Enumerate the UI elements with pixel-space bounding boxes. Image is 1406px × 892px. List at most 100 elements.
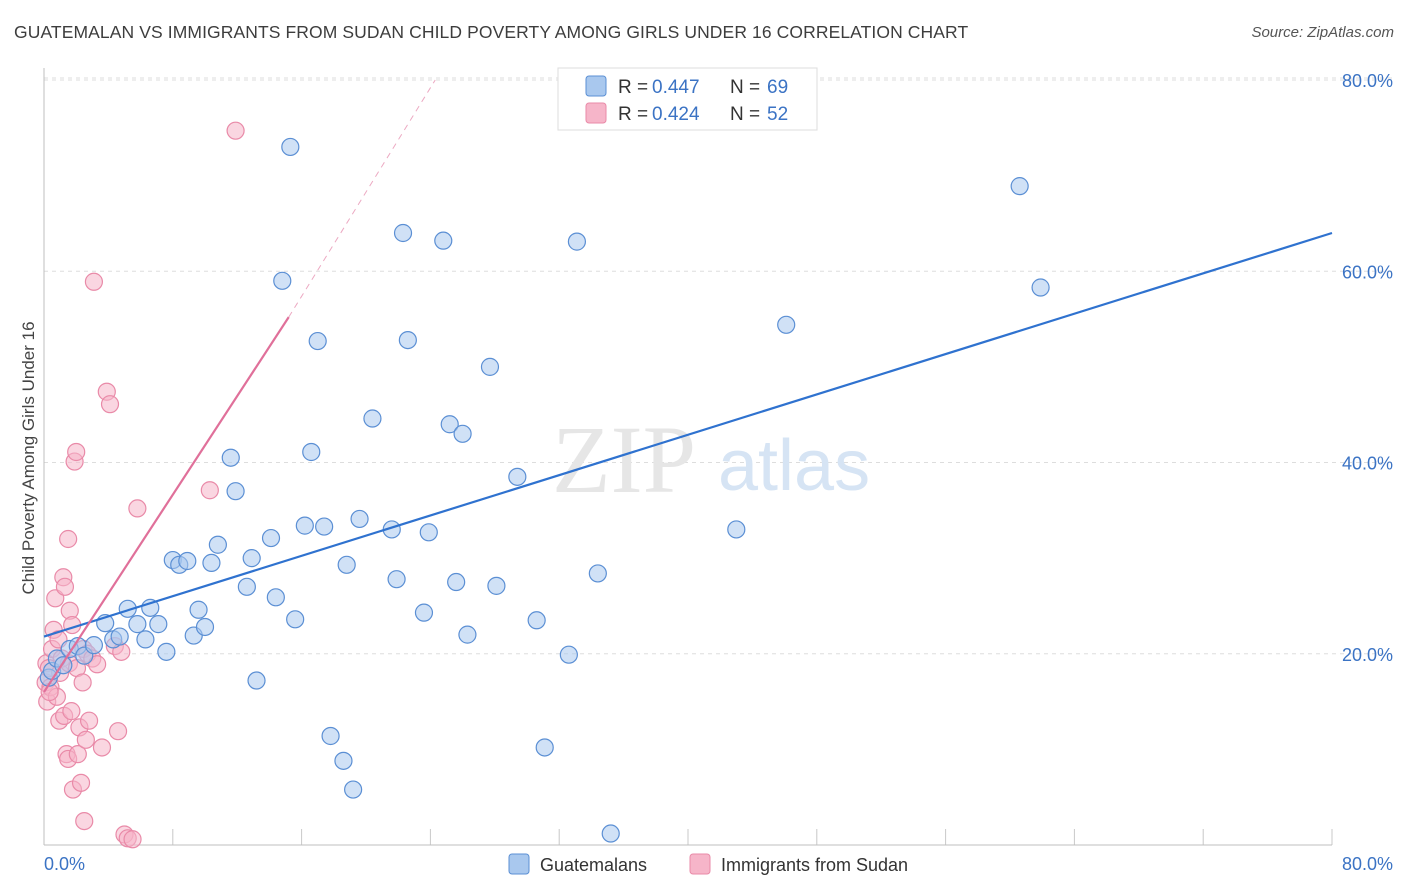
guatemalans-point — [440, 415, 459, 434]
source-label: Source: ZipAtlas.com — [1251, 24, 1394, 41]
sudan-point — [128, 499, 147, 518]
guatemalans-point — [508, 467, 527, 486]
legend-item-guatemalans-swatch — [508, 853, 530, 875]
guatemalans-point — [315, 517, 334, 536]
guatemalans-point — [157, 642, 176, 661]
sudan-point — [76, 730, 95, 749]
sudan-point — [75, 811, 94, 831]
guatemalans-point — [221, 448, 240, 467]
legend-n-label-pink: N = — [730, 104, 760, 125]
guatemalans-point — [398, 331, 417, 350]
legend-item-sudan-swatch — [689, 853, 711, 875]
trend-line-guatemalans — [43, 231, 1333, 638]
tick-labels: 20.0% 40.0% 60.0% 80.0% 0.0% 80.0% — [44, 71, 1393, 874]
guatemalans-point — [601, 824, 620, 843]
guatemalans-point — [1031, 278, 1050, 297]
guatemalans-point — [208, 535, 227, 554]
guatemalans-point — [84, 636, 104, 655]
sudan-point — [59, 529, 78, 549]
guatemalans-point — [458, 625, 477, 644]
y-tick-label: 60.0% — [1342, 262, 1393, 282]
guatemalans-point — [393, 223, 413, 243]
guatemalans-point — [419, 523, 438, 542]
chart-title: GUATEMALAN VS IMMIGRANTS FROM SUDAN CHIL… — [14, 22, 969, 42]
series-sudan-points — [36, 121, 245, 849]
x-tick-label-min: 0.0% — [44, 854, 85, 874]
y-axis-label: Child Poverty Among Girls Under 16 — [19, 321, 38, 594]
legend-r-value-pink: 0.424 — [652, 104, 700, 125]
sudan-point — [67, 442, 86, 462]
sudan-point — [68, 745, 87, 764]
watermark: ZIP atlas — [552, 406, 870, 513]
series-legend: Guatemalans Immigrants from Sudan — [508, 853, 908, 875]
trend-lines — [43, 79, 1333, 693]
guatemalans-point — [337, 555, 356, 574]
guatemalans-point — [266, 588, 285, 607]
guatemalans-point — [1010, 177, 1029, 196]
sudan-point — [73, 673, 92, 692]
guatemalans-point — [434, 231, 453, 250]
guatemalans-point — [286, 610, 305, 629]
guatemalans-point — [588, 564, 607, 583]
y-tick-label: 20.0% — [1342, 645, 1393, 665]
guatemalans-point — [567, 232, 587, 251]
sudan-point — [226, 121, 245, 140]
sudan-point — [84, 272, 104, 291]
legend-r-value-blue: 0.447 — [652, 77, 700, 98]
x-tick-label-max: 80.0% — [1342, 854, 1393, 874]
guatemalans-point — [247, 671, 266, 690]
guatemalans-point — [302, 442, 321, 462]
legend-swatch-pink — [585, 102, 607, 124]
legend-r-label-pink: R = — [618, 104, 648, 125]
axes — [43, 68, 1332, 846]
legend-n-label-blue: N = — [730, 77, 760, 98]
trend-line-sudan-extension — [288, 79, 436, 318]
guatemalans-point — [261, 528, 281, 548]
guatemalans-point — [226, 482, 245, 501]
guatemalans-point — [350, 509, 369, 529]
guatemalans-point — [273, 271, 292, 290]
y-tick-label: 80.0% — [1342, 71, 1393, 91]
sudan-point — [108, 722, 128, 741]
guatemalans-point — [295, 516, 314, 535]
guatemalans-point — [480, 357, 500, 376]
guatemalans-point — [189, 600, 208, 619]
sudan-point — [200, 481, 219, 500]
watermark-zip: ZIP — [552, 406, 696, 513]
sudan-point — [79, 711, 99, 730]
guatemalans-point — [202, 553, 221, 573]
legend-n-value-pink: 52 — [767, 104, 788, 125]
guatemalans-point — [447, 572, 466, 592]
guatemalans-point — [414, 603, 434, 622]
guatemalans-point — [363, 409, 382, 428]
legend-item-guatemalans: Guatemalans — [540, 855, 647, 875]
guatemalans-point — [149, 615, 168, 634]
guatemalans-point — [777, 315, 796, 334]
legend-swatch-blue — [585, 75, 607, 97]
correlation-legend: R = 0.447 N = 69 R = 0.424 N = 52 — [557, 67, 818, 131]
sudan-point — [123, 830, 142, 849]
y-tick-label: 40.0% — [1342, 454, 1393, 474]
sudan-point — [71, 773, 91, 792]
guatemalans-point — [321, 726, 340, 746]
guatemalans-point — [559, 645, 578, 664]
sudan-point — [62, 702, 81, 721]
trend-line-sudan — [43, 316, 290, 693]
watermark-atlas: atlas — [718, 426, 870, 506]
guatemalans-point — [535, 738, 554, 757]
legend-r-label-blue: R = — [618, 77, 648, 98]
guatemalans-point — [110, 627, 129, 646]
guatemalans-point — [281, 137, 300, 157]
guatemalans-point — [527, 611, 546, 630]
guatemalans-point — [487, 576, 506, 595]
guatemalans-point — [727, 520, 746, 539]
guatemalans-point — [136, 630, 155, 649]
sudan-point — [55, 577, 75, 596]
guatemalans-point — [344, 780, 363, 799]
guatemalans-point — [195, 617, 215, 637]
guatemalans-point — [118, 599, 137, 618]
guatemalans-point — [128, 615, 147, 634]
gridlines — [44, 77, 1392, 845]
guatemalans-point — [453, 424, 472, 443]
